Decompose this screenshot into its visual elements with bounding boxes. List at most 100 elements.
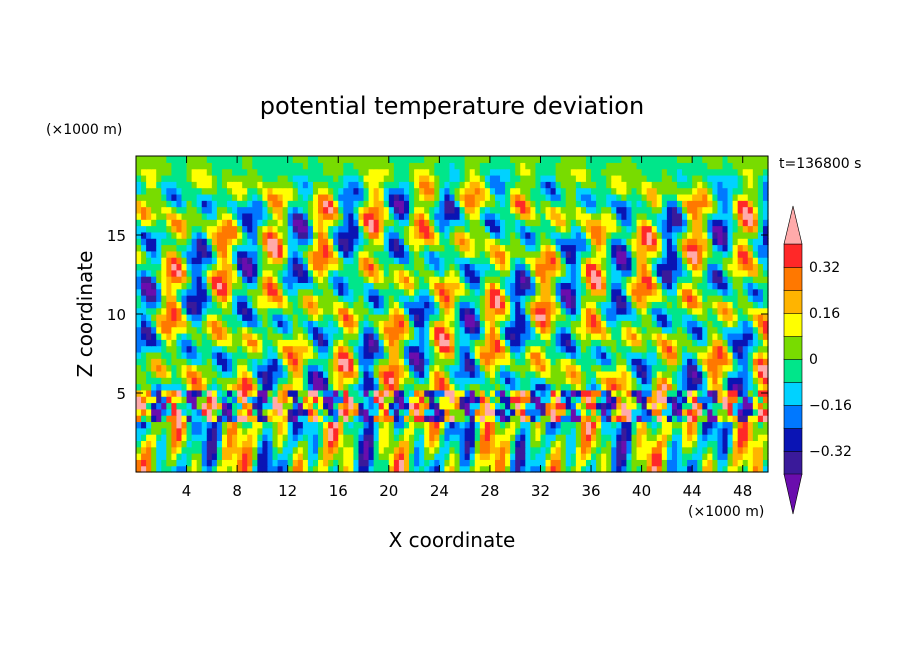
field-cell bbox=[176, 427, 183, 435]
field-cell bbox=[216, 269, 223, 277]
field-cell bbox=[702, 250, 708, 258]
field-cell bbox=[323, 238, 329, 246]
field-cell bbox=[484, 459, 491, 467]
field-cell bbox=[257, 225, 263, 233]
field-cell bbox=[403, 453, 410, 460]
field-cell bbox=[191, 257, 198, 265]
field-cell bbox=[373, 231, 380, 239]
field-cell bbox=[176, 415, 183, 423]
field-cell bbox=[575, 434, 582, 441]
field-cell bbox=[439, 250, 446, 258]
field-cell bbox=[585, 244, 592, 252]
field-cell bbox=[237, 396, 243, 404]
field-cell bbox=[631, 225, 638, 233]
field-cell bbox=[419, 282, 425, 290]
field-cell bbox=[575, 421, 582, 429]
field-cell bbox=[302, 269, 309, 277]
field-cell bbox=[424, 314, 430, 321]
field-cell bbox=[717, 370, 724, 378]
field-cell bbox=[444, 370, 451, 378]
field-cell bbox=[206, 276, 213, 283]
field-cell bbox=[191, 408, 198, 416]
field-cell bbox=[221, 358, 228, 366]
field-cell bbox=[414, 351, 420, 359]
field-cell bbox=[626, 358, 633, 366]
field-cell bbox=[398, 351, 405, 359]
field-cell bbox=[368, 415, 375, 423]
field-cell bbox=[469, 263, 476, 271]
field-cell bbox=[732, 244, 739, 252]
field-cell bbox=[616, 408, 622, 416]
field-cell bbox=[737, 383, 744, 391]
field-cell bbox=[166, 453, 172, 460]
field-cell bbox=[181, 225, 188, 233]
field-cell bbox=[439, 377, 446, 385]
field-cell bbox=[201, 282, 208, 290]
field-cell bbox=[358, 421, 365, 429]
field-cell bbox=[333, 415, 339, 423]
field-cell bbox=[297, 244, 304, 252]
field-cell bbox=[464, 440, 471, 448]
field-cell bbox=[530, 465, 537, 473]
field-cell bbox=[484, 301, 491, 309]
field-cell bbox=[312, 465, 319, 473]
field-cell bbox=[161, 415, 167, 423]
field-cell bbox=[747, 402, 754, 410]
field-cell bbox=[141, 276, 147, 283]
field-cell bbox=[424, 320, 430, 328]
field-cell bbox=[292, 440, 299, 448]
field-cell bbox=[429, 377, 435, 385]
field-cell bbox=[464, 288, 471, 296]
field-cell bbox=[252, 421, 258, 429]
field-cell bbox=[464, 339, 471, 347]
field-cell bbox=[570, 351, 577, 359]
field-cell bbox=[378, 377, 385, 385]
field-cell bbox=[510, 257, 516, 265]
field-cell bbox=[307, 415, 314, 423]
field-cell bbox=[500, 402, 506, 410]
field-cell bbox=[257, 307, 263, 315]
field-cell bbox=[611, 231, 617, 239]
field-cell bbox=[505, 282, 511, 290]
field-cell bbox=[707, 244, 713, 252]
field-cell bbox=[146, 345, 152, 353]
field-cell bbox=[747, 231, 754, 239]
field-cell bbox=[722, 320, 729, 328]
field-cell bbox=[474, 459, 481, 467]
field-cell bbox=[221, 231, 228, 239]
field-cell bbox=[762, 276, 769, 283]
field-cell bbox=[737, 238, 744, 246]
field-cell bbox=[560, 465, 567, 473]
field-cell bbox=[762, 370, 769, 378]
field-cell bbox=[409, 453, 415, 460]
field-cell bbox=[424, 389, 430, 397]
field-cell bbox=[237, 307, 243, 315]
field-cell bbox=[500, 295, 506, 302]
field-cell bbox=[525, 440, 531, 448]
field-cell bbox=[307, 307, 314, 315]
field-cell bbox=[616, 231, 622, 239]
field-cell bbox=[575, 326, 582, 334]
field-cell bbox=[636, 358, 643, 366]
field-cell bbox=[277, 459, 284, 467]
field-cell bbox=[580, 314, 587, 321]
field-cell bbox=[171, 358, 178, 366]
field-cell bbox=[454, 415, 461, 423]
field-cell bbox=[742, 389, 749, 397]
field-cell bbox=[525, 231, 531, 239]
field-cell bbox=[494, 408, 501, 416]
field-cell bbox=[439, 446, 446, 454]
field-cell bbox=[419, 415, 425, 423]
field-cell bbox=[292, 383, 299, 391]
field-cell bbox=[606, 453, 612, 460]
field-cell bbox=[641, 314, 648, 321]
field-cell bbox=[196, 295, 203, 302]
field-cell bbox=[596, 383, 602, 391]
field-cell bbox=[752, 307, 759, 315]
field-cell bbox=[489, 459, 496, 467]
field-cell bbox=[596, 231, 602, 239]
field-cell bbox=[489, 402, 496, 410]
field-cell bbox=[383, 415, 390, 423]
field-cell bbox=[747, 383, 754, 391]
field-cell bbox=[378, 250, 385, 258]
